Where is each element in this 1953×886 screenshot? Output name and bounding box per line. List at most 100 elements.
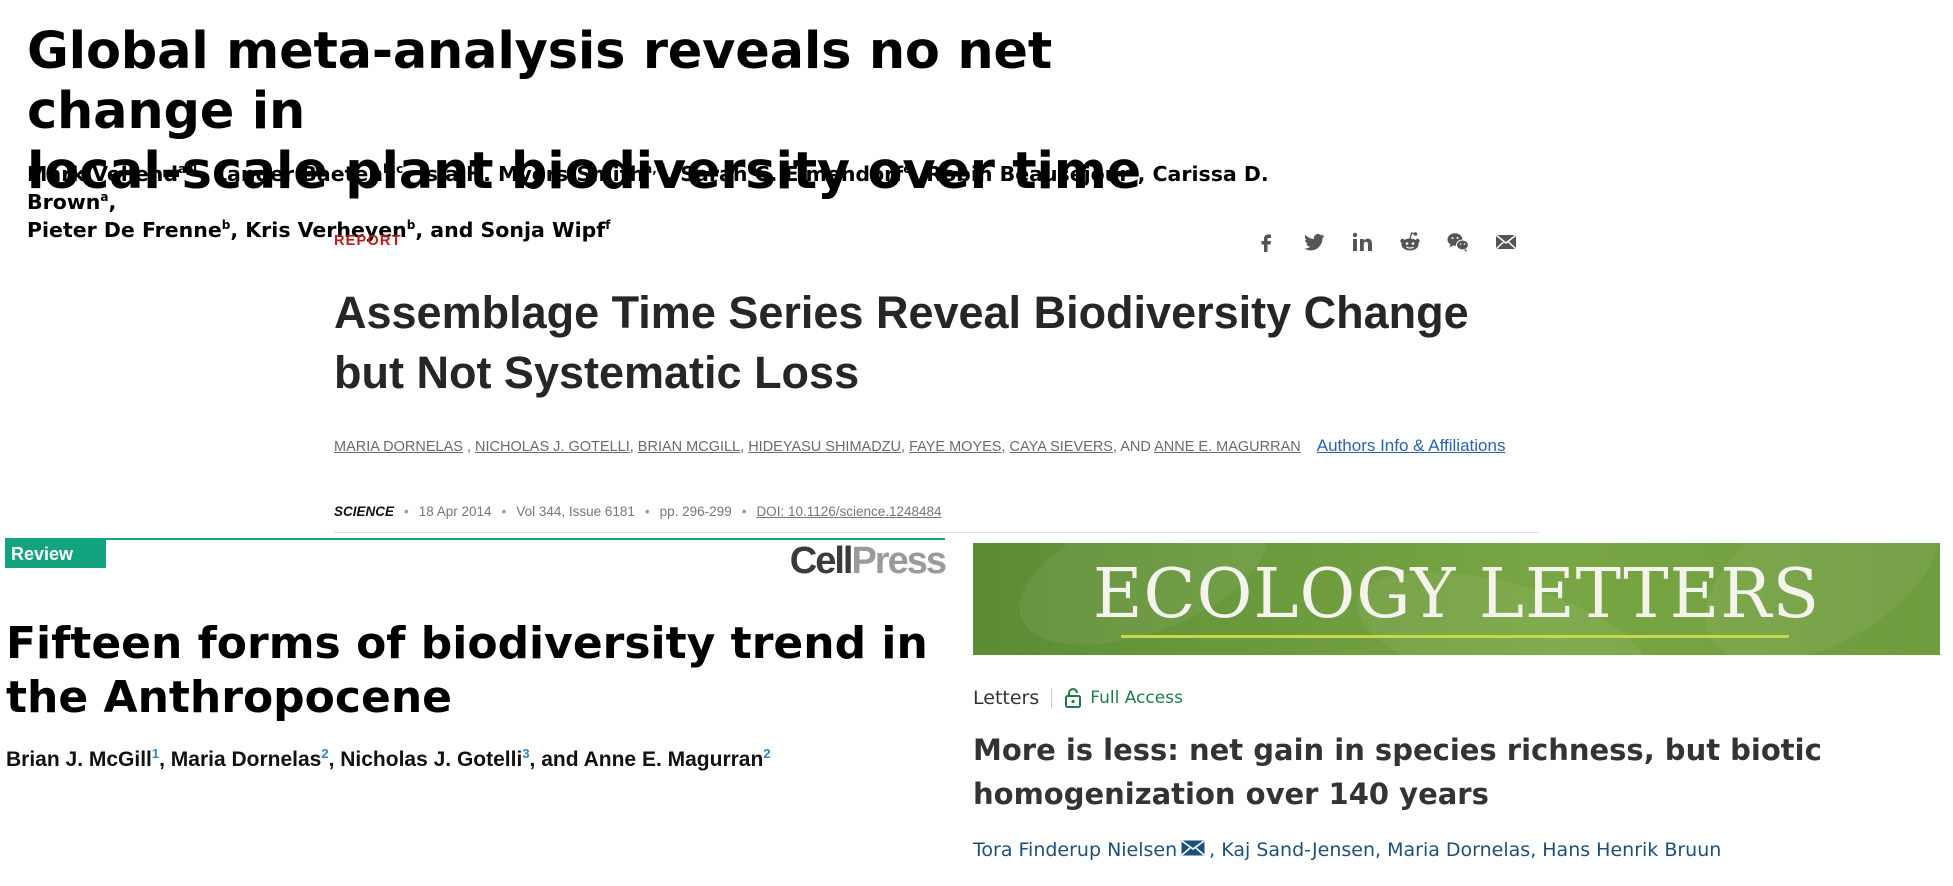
author-name[interactable]: Pieter De Frenne [27, 218, 222, 242]
author-link[interactable]: MARIA DORNELAS [334, 439, 463, 455]
article-title: More is less: net gain in species richne… [973, 728, 1940, 816]
logo-part-cell: Cell [789, 540, 854, 582]
reddit-icon[interactable] [1397, 229, 1423, 255]
unlock-icon [1064, 688, 1082, 708]
journal-banner: ECOLOGY LETTERS [973, 543, 1940, 655]
linkedin-icon[interactable] [1349, 229, 1375, 255]
author-name[interactable]: Anne E. Magurran [583, 748, 764, 771]
coauthor-links[interactable]: , Kaj Sand-Jensen, Maria Dornelas, Hans … [1209, 839, 1722, 861]
author-separator: , [665, 162, 681, 186]
affiliation-sup[interactable]: f [605, 218, 611, 232]
author-list: Brian J. McGill1, Maria Dornelas2, Nicho… [6, 746, 946, 772]
ecology-letters-article-header: ECOLOGY LETTERS Letters Full Access More… [973, 543, 1940, 886]
article-title: Assemblage Time Series Reveal Biodiversi… [334, 283, 1534, 403]
section-label: Letters [973, 687, 1040, 709]
affiliation-sup[interactable]: a [100, 190, 109, 204]
divider [1051, 688, 1053, 708]
volume-issue: Vol 344, Issue 6181 [516, 504, 635, 519]
author-separator: , [1137, 162, 1153, 186]
author-link[interactable]: Tora Finderup Nielsen [973, 839, 1178, 861]
author-name[interactable]: Maria Dornelas [170, 748, 322, 771]
article-section-bar: Letters Full Access [973, 687, 1183, 709]
affiliation-sup[interactable]: b [406, 218, 416, 232]
journal-title: ECOLOGY LETTERS [1092, 555, 1821, 634]
bullet-separator: • [501, 504, 507, 519]
author-list: MARIA DORNELAS , NICHOLAS J. GOTELLI, BR… [334, 436, 1506, 455]
author-name[interactable]: Mark Vellend [27, 162, 178, 186]
author-link[interactable]: BRIAN MCGILL [637, 439, 741, 455]
author-name[interactable]: Robin Beauséjour [926, 162, 1130, 186]
affiliation-sup[interactable]: e [903, 162, 912, 176]
affiliation-sup[interactable]: 3 [522, 746, 530, 761]
share-toolbar [1253, 225, 1519, 259]
publication-meta: SCIENCE • 18 Apr 2014 • Vol 344, Issue 6181 •… [334, 504, 1539, 519]
author-link[interactable]: CAYA SIEVERS [1009, 439, 1113, 455]
publication-date: 18 Apr 2014 [418, 504, 492, 519]
author-separator: , and [529, 748, 584, 771]
article-title: Fifteen forms of biodiversity trend in t… [6, 617, 946, 725]
author-list: Tora Finderup Nielsen , Kaj Sand-Jensen,… [973, 839, 1940, 861]
author-name[interactable]: Carissa D. Brown [27, 162, 1269, 214]
author-separator: , [199, 162, 214, 186]
title-line-1: Global meta-analysis reveals no net chan… [27, 22, 1053, 141]
title-line-1: Fifteen forms of biodiversity trend in [6, 618, 928, 669]
pnas-article-header: Global meta-analysis reveals no net chan… [0, 0, 1953, 242]
title-line-2: local-scale plant biodiversity over time [27, 142, 1142, 201]
author-name[interactable]: Sarah C. Elmendorf [680, 162, 904, 186]
affiliation-sup[interactable]: a,d [644, 162, 666, 176]
author-link[interactable]: HIDEYASU SHIMADZU [748, 439, 902, 455]
authors-affiliations-link[interactable]: Authors Info & Affiliations [1316, 436, 1506, 455]
logo-part-press: Press [851, 540, 947, 582]
facebook-icon[interactable] [1253, 229, 1279, 255]
title-line-2: homogenization over 140 years [973, 777, 1489, 811]
title-line-1: Assemblage Time Series Reveal Biodiversi… [334, 287, 1469, 338]
page-range: pp. 296-299 [659, 504, 732, 519]
affiliation-sup[interactable]: b [221, 218, 231, 232]
authors-line-2: Pieter De Frenneb, Kris Verheyenb, and S… [27, 218, 610, 242]
article-title: Global meta-analysis reveals no net chan… [27, 22, 1227, 202]
affiliation-sup[interactable]: b,c [382, 162, 404, 176]
author-separator: , [911, 162, 927, 186]
author-name[interactable]: Lander Baeten [213, 162, 383, 186]
cell-press-logo: CellPress [745, 540, 947, 582]
email-icon[interactable] [1493, 229, 1519, 255]
author-separator: , [159, 748, 171, 771]
article-type-label: REPORT [334, 233, 402, 249]
affiliation-sup[interactable]: 1 [151, 746, 160, 761]
author-separator: , [403, 162, 419, 186]
author-link[interactable]: FAYE MOYES [909, 439, 1002, 455]
author-separator: , [108, 190, 117, 214]
author-name[interactable]: Brian J. McGill [6, 748, 152, 771]
title-line-2: but Not Systematic Loss [334, 347, 860, 398]
author-name[interactable]: Kris Verheyen [245, 218, 407, 242]
corresponding-author-email-icon[interactable] [1181, 839, 1205, 856]
doi-link[interactable]: DOI: 10.1126/science.1248484 [756, 504, 942, 519]
title-line-1: More is less: net gain in species richne… [973, 733, 1822, 767]
affiliation-sup[interactable]: 2 [763, 746, 771, 761]
wechat-icon[interactable] [1445, 229, 1471, 255]
author-separator: , [328, 748, 341, 771]
divider [5, 538, 945, 540]
authors-and: AND [1120, 439, 1151, 455]
author-name[interactable]: Nicholas J. Gotelli [340, 748, 523, 771]
bullet-separator: • [644, 504, 650, 519]
science-article-header: REPORT Assemblage Time Series Reveal Bio… [334, 225, 1539, 535]
banner-underline [1121, 635, 1789, 638]
access-status: Full Access [1090, 688, 1183, 708]
author-name[interactable]: Isla H. Myers-Smith [418, 162, 645, 186]
journal-name: SCIENCE [334, 504, 395, 519]
author-separator: , [230, 218, 246, 242]
affiliation-sup[interactable]: 2 [321, 746, 329, 761]
bullet-separator: • [741, 504, 747, 519]
affiliation-sup[interactable]: a [1129, 162, 1138, 176]
twitter-icon[interactable] [1301, 229, 1327, 255]
authors-line-1: Mark Vellenda,1, Lander Baetenb,c, Isla … [27, 162, 1269, 214]
author-link[interactable]: NICHOLAS J. GOTELLI [475, 439, 630, 455]
review-badge: Review [5, 540, 106, 568]
author-name[interactable]: Sonja Wipf [480, 218, 606, 242]
author-list: Mark Vellenda,1, Lander Baetenb,c, Isla … [27, 160, 1327, 244]
author-link[interactable]: ANNE E. MAGURRAN [1154, 439, 1301, 455]
title-line-2: the Anthropocene [6, 672, 452, 723]
affiliation-sup[interactable]: a,1 [178, 162, 200, 176]
divider [334, 532, 1539, 533]
